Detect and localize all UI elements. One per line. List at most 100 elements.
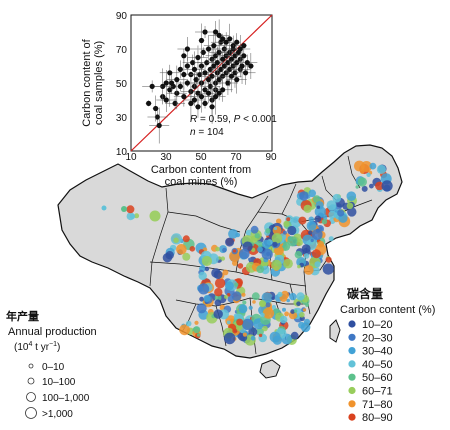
mine-marker [262, 239, 271, 249]
mine-marker [225, 237, 235, 247]
mine-marker [203, 295, 211, 302]
mine-marker [312, 195, 321, 204]
size-label: >1,000 [42, 409, 73, 420]
stat-p-label: P [234, 114, 241, 125]
mine-marker [282, 230, 287, 235]
scatter-point [248, 63, 254, 69]
mine-marker [299, 191, 309, 201]
mine-marker [224, 281, 234, 291]
mine-marker [366, 172, 371, 177]
unit-sup2: −1 [49, 341, 57, 348]
legend-label: 20–30 [362, 332, 393, 344]
y-axis-ticks: 90 70 50 30 10 [116, 11, 128, 158]
scatter-point [202, 70, 208, 76]
mine-marker [228, 229, 238, 239]
scatter-point [225, 80, 231, 86]
mine-marker [262, 325, 268, 332]
unit-sup: 4 [28, 341, 32, 348]
mine-marker [189, 246, 196, 252]
scatter-point [232, 53, 238, 59]
china-map [57, 144, 403, 379]
mine-marker [232, 328, 238, 334]
mine-marker [149, 210, 161, 222]
stat-r-p: R = 0.59, P < 0.001 [190, 114, 277, 125]
scatter-point [195, 104, 201, 110]
scatter-point [184, 63, 190, 69]
scatter-point [223, 39, 229, 45]
legend-swatch [348, 333, 356, 341]
scatter-point [209, 73, 215, 79]
scatter-point [167, 70, 173, 76]
scatter-point [209, 104, 215, 110]
mine-marker [257, 246, 263, 253]
scatter-points [142, 19, 258, 144]
mine-marker [179, 324, 191, 336]
mine-marker [271, 259, 282, 271]
mine-marker [196, 333, 201, 337]
scatter-point [170, 83, 176, 89]
mine-marker [129, 213, 136, 219]
mine-marker [301, 244, 311, 254]
mine-marker [198, 271, 207, 281]
scatter-point [241, 43, 247, 49]
mine-marker [311, 249, 321, 259]
scatter-point [177, 83, 183, 89]
mine-marker [236, 318, 244, 326]
mine-marker [242, 300, 247, 305]
scatter-point [205, 90, 212, 96]
scatter-point [211, 63, 217, 69]
legend-swatch [348, 360, 356, 368]
scatter-point [227, 36, 233, 42]
mine-marker [256, 265, 265, 274]
mine-marker [260, 312, 265, 318]
scatter-point [193, 77, 199, 83]
carbon-legend-title-zh: 碳含量 [347, 286, 383, 301]
scatter-point [181, 71, 187, 78]
scatter-point [227, 66, 233, 72]
mine-marker [273, 226, 277, 231]
scatter-point [160, 83, 166, 89]
legend-label: 50–60 [362, 372, 393, 384]
scatter-point [174, 77, 180, 83]
scatter-point [237, 46, 243, 52]
production-legend-unit: (104 t yr−1) [14, 341, 60, 353]
scatter-point [167, 87, 173, 93]
legend-label: 80–90 [362, 412, 393, 424]
mine-marker [126, 205, 135, 214]
scatter-point [216, 32, 222, 39]
mine-marker [287, 225, 297, 236]
x-tick-label: 70 [230, 152, 242, 163]
mine-marker [326, 200, 337, 211]
mine-marker [346, 191, 357, 201]
mine-marker [222, 269, 229, 276]
scatter-point [190, 60, 196, 66]
mine-marker [298, 216, 307, 225]
mine-marker [198, 283, 210, 295]
mine-marker [224, 294, 228, 299]
mine-marker [277, 291, 283, 297]
mine-marker [201, 255, 212, 267]
mine-marker [279, 315, 288, 324]
scatter-point [204, 60, 210, 66]
mine-marker [176, 244, 187, 255]
mine-marker [271, 296, 276, 301]
mine-marker [376, 164, 386, 174]
scatter-point [153, 105, 159, 112]
scatter-point [172, 100, 178, 106]
mine-marker [121, 206, 127, 212]
scatter-point [234, 39, 240, 45]
scatter-point [195, 54, 201, 61]
scatter-point [184, 46, 190, 52]
scatter-point [225, 60, 231, 66]
mine-marker [234, 282, 239, 287]
mine-marker [239, 248, 250, 260]
mine-marker [258, 333, 263, 338]
mine-marker [101, 205, 107, 211]
legend-swatch [348, 386, 356, 395]
scatter-point [191, 66, 198, 72]
x-tick-label: 50 [195, 152, 207, 163]
production-legend: 年产量 Annual production (104 t yr−1) 0–10 … [6, 309, 97, 420]
scatter-point [177, 66, 183, 72]
